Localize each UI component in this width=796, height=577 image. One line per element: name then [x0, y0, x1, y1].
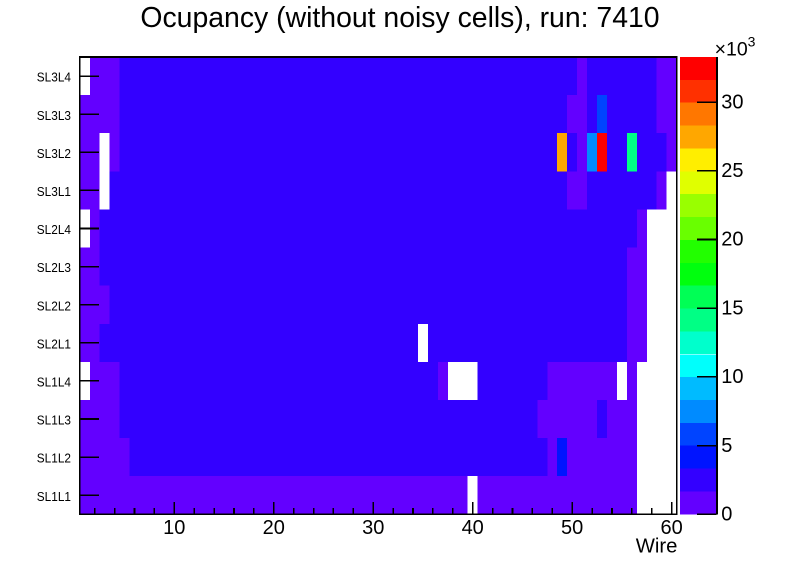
svg-text:Wire: Wire: [636, 535, 678, 557]
svg-text:SL2L1: SL2L1: [37, 336, 71, 351]
svg-text:10: 10: [163, 517, 185, 539]
svg-text:40: 40: [462, 517, 484, 539]
svg-text:SL3L1: SL3L1: [37, 184, 71, 199]
svg-text:SL1L1: SL1L1: [37, 489, 71, 504]
svg-text:SL1L3: SL1L3: [37, 413, 71, 428]
svg-text:SL2L4: SL2L4: [37, 222, 71, 237]
svg-text:SL3L4: SL3L4: [37, 70, 71, 85]
svg-text:5: 5: [721, 435, 732, 457]
svg-text:SL1L2: SL1L2: [37, 451, 71, 466]
svg-text:SL2L3: SL2L3: [37, 260, 71, 275]
svg-text:30: 30: [721, 91, 743, 113]
svg-text:50: 50: [561, 517, 583, 539]
svg-text:25: 25: [721, 160, 743, 182]
svg-text:SL2L2: SL2L2: [37, 298, 71, 313]
svg-text:Ocupancy (without noisy cells): Ocupancy (without noisy cells), run: 741…: [140, 2, 659, 34]
svg-text:60: 60: [661, 517, 683, 539]
svg-text:SL3L3: SL3L3: [37, 108, 71, 123]
svg-text:20: 20: [263, 517, 285, 539]
svg-text:SL3L2: SL3L2: [37, 146, 71, 161]
svg-text:15: 15: [721, 297, 743, 319]
svg-text:SL1L4: SL1L4: [37, 375, 71, 390]
svg-text:10: 10: [721, 366, 743, 388]
svg-text:30: 30: [362, 517, 384, 539]
svg-text:20: 20: [721, 229, 743, 251]
svg-text:0: 0: [721, 504, 732, 526]
